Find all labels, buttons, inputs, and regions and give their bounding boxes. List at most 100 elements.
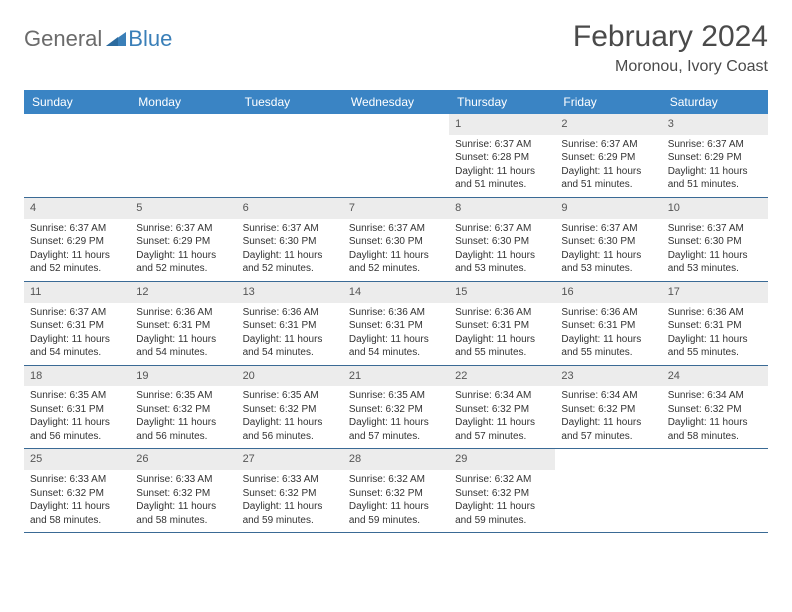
- sunset-text: Sunset: 6:31 PM: [455, 319, 549, 333]
- day-number: 2: [555, 114, 661, 135]
- day-cell: 22Sunrise: 6:34 AMSunset: 6:32 PMDayligh…: [449, 366, 555, 449]
- daylight-text: Daylight: 11 hours and 56 minutes.: [136, 416, 230, 443]
- day-cell: 29Sunrise: 6:32 AMSunset: 6:32 PMDayligh…: [449, 449, 555, 532]
- sunrise-text: Sunrise: 6:34 AM: [668, 389, 762, 403]
- sunrise-text: Sunrise: 6:37 AM: [561, 222, 655, 236]
- daylight-text: Daylight: 11 hours and 55 minutes.: [668, 333, 762, 360]
- day-number: 21: [343, 366, 449, 387]
- week-row: 18Sunrise: 6:35 AMSunset: 6:31 PMDayligh…: [24, 366, 768, 450]
- sunset-text: Sunset: 6:30 PM: [243, 235, 337, 249]
- daylight-text: Daylight: 11 hours and 56 minutes.: [243, 416, 337, 443]
- sunrise-text: Sunrise: 6:33 AM: [243, 473, 337, 487]
- empty-cell: [343, 114, 449, 197]
- sunset-text: Sunset: 6:30 PM: [561, 235, 655, 249]
- day-cell: 12Sunrise: 6:36 AMSunset: 6:31 PMDayligh…: [130, 282, 236, 365]
- day-number: 10: [662, 198, 768, 219]
- day-body: Sunrise: 6:33 AMSunset: 6:32 PMDaylight:…: [237, 470, 343, 532]
- day-body: Sunrise: 6:35 AMSunset: 6:32 PMDaylight:…: [343, 386, 449, 448]
- day-number: 13: [237, 282, 343, 303]
- sunrise-text: Sunrise: 6:32 AM: [455, 473, 549, 487]
- day-number: 28: [343, 449, 449, 470]
- day-cell: 28Sunrise: 6:32 AMSunset: 6:32 PMDayligh…: [343, 449, 449, 532]
- daylight-text: Daylight: 11 hours and 58 minutes.: [136, 500, 230, 527]
- day-body: Sunrise: 6:37 AMSunset: 6:29 PMDaylight:…: [662, 135, 768, 197]
- sunset-text: Sunset: 6:32 PM: [30, 487, 124, 501]
- day-cell: 25Sunrise: 6:33 AMSunset: 6:32 PMDayligh…: [24, 449, 130, 532]
- day-cell: 11Sunrise: 6:37 AMSunset: 6:31 PMDayligh…: [24, 282, 130, 365]
- day-number: 8: [449, 198, 555, 219]
- day-body: Sunrise: 6:37 AMSunset: 6:30 PMDaylight:…: [662, 219, 768, 281]
- day-number: 4: [24, 198, 130, 219]
- day-cell: 3Sunrise: 6:37 AMSunset: 6:29 PMDaylight…: [662, 114, 768, 197]
- sunset-text: Sunset: 6:31 PM: [349, 319, 443, 333]
- day-cell: 4Sunrise: 6:37 AMSunset: 6:29 PMDaylight…: [24, 198, 130, 281]
- sunrise-text: Sunrise: 6:37 AM: [30, 222, 124, 236]
- day-body: Sunrise: 6:35 AMSunset: 6:32 PMDaylight:…: [130, 386, 236, 448]
- day-cell: 17Sunrise: 6:36 AMSunset: 6:31 PMDayligh…: [662, 282, 768, 365]
- sunrise-text: Sunrise: 6:36 AM: [136, 306, 230, 320]
- day-number: 18: [24, 366, 130, 387]
- sunset-text: Sunset: 6:32 PM: [349, 403, 443, 417]
- day-number: 12: [130, 282, 236, 303]
- day-cell: 2Sunrise: 6:37 AMSunset: 6:29 PMDaylight…: [555, 114, 661, 197]
- day-cell: 19Sunrise: 6:35 AMSunset: 6:32 PMDayligh…: [130, 366, 236, 449]
- location: Moronou, Ivory Coast: [573, 58, 768, 76]
- sunrise-text: Sunrise: 6:37 AM: [349, 222, 443, 236]
- day-number: 7: [343, 198, 449, 219]
- logo-triangle-icon: [106, 32, 126, 46]
- calendar: SundayMondayTuesdayWednesdayThursdayFrid…: [24, 90, 768, 533]
- day-body: Sunrise: 6:33 AMSunset: 6:32 PMDaylight:…: [130, 470, 236, 532]
- daylight-text: Daylight: 11 hours and 51 minutes.: [561, 165, 655, 192]
- sunset-text: Sunset: 6:31 PM: [136, 319, 230, 333]
- day-cell: 23Sunrise: 6:34 AMSunset: 6:32 PMDayligh…: [555, 366, 661, 449]
- daylight-text: Daylight: 11 hours and 51 minutes.: [455, 165, 549, 192]
- sunset-text: Sunset: 6:30 PM: [668, 235, 762, 249]
- sunset-text: Sunset: 6:31 PM: [30, 319, 124, 333]
- day-cell: 6Sunrise: 6:37 AMSunset: 6:30 PMDaylight…: [237, 198, 343, 281]
- daylight-text: Daylight: 11 hours and 54 minutes.: [30, 333, 124, 360]
- day-header-tuesday: Tuesday: [237, 90, 343, 114]
- day-number: 1: [449, 114, 555, 135]
- sunset-text: Sunset: 6:32 PM: [455, 403, 549, 417]
- day-body: Sunrise: 6:37 AMSunset: 6:29 PMDaylight:…: [130, 219, 236, 281]
- day-body: Sunrise: 6:37 AMSunset: 6:29 PMDaylight:…: [24, 219, 130, 281]
- day-body: Sunrise: 6:35 AMSunset: 6:31 PMDaylight:…: [24, 386, 130, 448]
- sunset-text: Sunset: 6:31 PM: [243, 319, 337, 333]
- header: General Blue February 2024 Moronou, Ivor…: [24, 20, 768, 76]
- sunset-text: Sunset: 6:32 PM: [561, 403, 655, 417]
- day-header-friday: Friday: [555, 90, 661, 114]
- sunset-text: Sunset: 6:29 PM: [30, 235, 124, 249]
- day-cell: 18Sunrise: 6:35 AMSunset: 6:31 PMDayligh…: [24, 366, 130, 449]
- empty-cell: [555, 449, 661, 532]
- day-number: 17: [662, 282, 768, 303]
- sunrise-text: Sunrise: 6:36 AM: [561, 306, 655, 320]
- sunrise-text: Sunrise: 6:37 AM: [30, 306, 124, 320]
- day-cell: 21Sunrise: 6:35 AMSunset: 6:32 PMDayligh…: [343, 366, 449, 449]
- daylight-text: Daylight: 11 hours and 55 minutes.: [455, 333, 549, 360]
- daylight-text: Daylight: 11 hours and 52 minutes.: [243, 249, 337, 276]
- day-body: Sunrise: 6:32 AMSunset: 6:32 PMDaylight:…: [343, 470, 449, 532]
- daylight-text: Daylight: 11 hours and 55 minutes.: [561, 333, 655, 360]
- day-number: 16: [555, 282, 661, 303]
- sunrise-text: Sunrise: 6:37 AM: [136, 222, 230, 236]
- daylight-text: Daylight: 11 hours and 59 minutes.: [455, 500, 549, 527]
- sunrise-text: Sunrise: 6:37 AM: [668, 138, 762, 152]
- daylight-text: Daylight: 11 hours and 53 minutes.: [668, 249, 762, 276]
- day-body: Sunrise: 6:33 AMSunset: 6:32 PMDaylight:…: [24, 470, 130, 532]
- daylight-text: Daylight: 11 hours and 58 minutes.: [30, 500, 124, 527]
- day-cell: 14Sunrise: 6:36 AMSunset: 6:31 PMDayligh…: [343, 282, 449, 365]
- sunset-text: Sunset: 6:32 PM: [136, 487, 230, 501]
- day-body: Sunrise: 6:36 AMSunset: 6:31 PMDaylight:…: [343, 303, 449, 365]
- day-number: 25: [24, 449, 130, 470]
- day-cell: 16Sunrise: 6:36 AMSunset: 6:31 PMDayligh…: [555, 282, 661, 365]
- day-number: [343, 114, 449, 120]
- daylight-text: Daylight: 11 hours and 57 minutes.: [455, 416, 549, 443]
- sunset-text: Sunset: 6:32 PM: [243, 487, 337, 501]
- day-body: Sunrise: 6:37 AMSunset: 6:30 PMDaylight:…: [237, 219, 343, 281]
- day-number: 20: [237, 366, 343, 387]
- sunset-text: Sunset: 6:32 PM: [455, 487, 549, 501]
- sunrise-text: Sunrise: 6:37 AM: [455, 138, 549, 152]
- daylight-text: Daylight: 11 hours and 57 minutes.: [349, 416, 443, 443]
- week-row: 25Sunrise: 6:33 AMSunset: 6:32 PMDayligh…: [24, 449, 768, 533]
- day-cell: 26Sunrise: 6:33 AMSunset: 6:32 PMDayligh…: [130, 449, 236, 532]
